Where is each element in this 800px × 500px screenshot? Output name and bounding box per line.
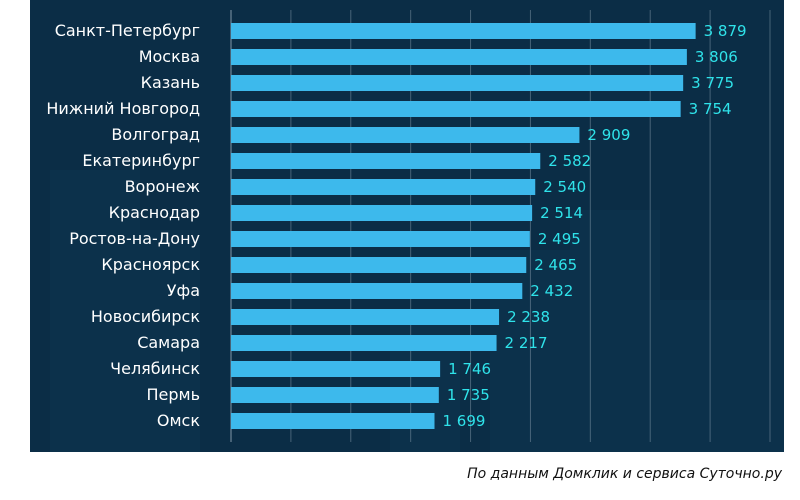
background-shape [140, 230, 200, 452]
value-label: 2 514 [540, 204, 583, 222]
category-label: Челябинск [110, 359, 200, 378]
value-label: 2 582 [548, 152, 591, 170]
value-label: 3 879 [704, 22, 747, 40]
value-label: 3 754 [689, 100, 732, 118]
category-label: Уфа [167, 281, 200, 300]
value-labels: 3 879 3 806 3 775 3 754 2 909 2 582 2 540 2 514… [443, 22, 747, 430]
background-shape [660, 300, 784, 452]
bar [231, 413, 435, 429]
category-label: Новосибирск [91, 307, 200, 326]
bar [231, 335, 497, 351]
category-label: Казань [141, 73, 200, 92]
bar [231, 231, 530, 247]
value-label: 3 806 [695, 48, 738, 66]
value-label: 1 735 [447, 386, 490, 404]
value-label: 2 540 [543, 178, 586, 196]
bar [231, 23, 696, 39]
bar [231, 361, 441, 377]
value-label: 1 699 [443, 412, 486, 430]
category-label: Омск [157, 411, 200, 430]
category-labels: Санкт-Петербург Москва Казань Нижний Новгор… [46, 21, 200, 430]
category-label: Нижний Новгород [46, 99, 200, 118]
value-label: 2 217 [505, 334, 548, 352]
value-label: 3 775 [691, 74, 734, 92]
category-label: Краснодар [109, 203, 200, 222]
category-label: Санкт-Петербург [55, 21, 200, 40]
value-label: 1 746 [448, 360, 491, 378]
value-label: 2 238 [507, 308, 550, 326]
bar [231, 49, 687, 65]
value-label: 2 465 [534, 256, 577, 274]
category-label: Екатеринбург [82, 151, 200, 170]
bars [231, 23, 696, 429]
category-label: Воронеж [125, 177, 200, 196]
bar-chart: Санкт-Петербург Москва Казань Нижний Новгор… [46, 10, 784, 452]
bar [231, 283, 523, 299]
background-shape [570, 210, 660, 452]
source-note: По данным Домклик и сервиса Суточно.ру [467, 466, 782, 482]
bar [231, 101, 681, 117]
bar [231, 257, 527, 273]
category-label: Ростов-на-Дону [69, 229, 200, 248]
bar [231, 387, 439, 403]
value-label: 2 909 [587, 126, 630, 144]
bar [231, 179, 536, 195]
bar [231, 309, 500, 325]
bar [231, 75, 684, 91]
bar [231, 127, 580, 143]
background-shape [50, 170, 140, 452]
bar [231, 153, 541, 169]
value-label: 2 432 [530, 282, 573, 300]
bar [231, 205, 533, 221]
background-decoration [50, 170, 784, 452]
category-label: Самара [137, 333, 200, 352]
category-label: Москва [139, 47, 200, 66]
category-label: Красноярск [101, 255, 200, 274]
category-label: Волгоград [111, 125, 200, 144]
category-label: Пермь [146, 385, 200, 404]
value-label: 2 495 [538, 230, 581, 248]
chart-panel: Санкт-Петербург Москва Казань Нижний Новгор… [30, 0, 784, 452]
